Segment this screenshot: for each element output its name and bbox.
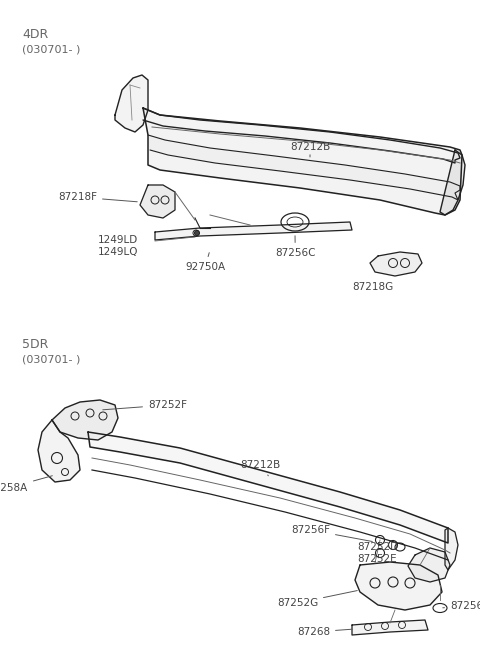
Polygon shape <box>440 150 465 215</box>
Text: 5DR: 5DR <box>22 338 48 351</box>
Polygon shape <box>355 562 442 610</box>
Text: 87256F: 87256F <box>291 525 372 542</box>
Text: 87252F: 87252F <box>103 400 187 410</box>
Polygon shape <box>140 185 175 218</box>
Text: 87268: 87268 <box>297 627 352 637</box>
Text: (030701- ): (030701- ) <box>22 354 80 364</box>
Polygon shape <box>445 528 458 570</box>
Polygon shape <box>155 222 352 240</box>
Text: 87218F: 87218F <box>58 192 137 202</box>
Polygon shape <box>52 400 118 440</box>
Text: 87252D: 87252D <box>357 542 398 552</box>
Text: 4DR: 4DR <box>22 28 48 41</box>
Polygon shape <box>148 135 460 200</box>
Polygon shape <box>370 252 422 276</box>
Polygon shape <box>38 420 80 482</box>
Polygon shape <box>143 108 462 215</box>
Text: 87256E: 87256E <box>443 601 480 611</box>
Text: 87252G: 87252G <box>277 591 357 608</box>
Text: 1249LD: 1249LD <box>98 235 138 245</box>
Text: 1249LQ: 1249LQ <box>98 247 139 257</box>
Text: 87252E: 87252E <box>357 554 396 564</box>
Text: 87212B: 87212B <box>240 460 280 476</box>
Polygon shape <box>88 432 448 543</box>
Polygon shape <box>408 548 450 582</box>
Text: 92750A: 92750A <box>185 253 225 272</box>
Text: 87212B: 87212B <box>290 142 330 157</box>
Circle shape <box>194 231 200 236</box>
Text: 87258A: 87258A <box>0 476 52 493</box>
Text: (030701- ): (030701- ) <box>22 44 80 54</box>
Text: 87218G: 87218G <box>352 282 394 292</box>
Text: 87256C: 87256C <box>275 236 315 258</box>
Polygon shape <box>352 620 428 635</box>
Polygon shape <box>115 75 148 132</box>
